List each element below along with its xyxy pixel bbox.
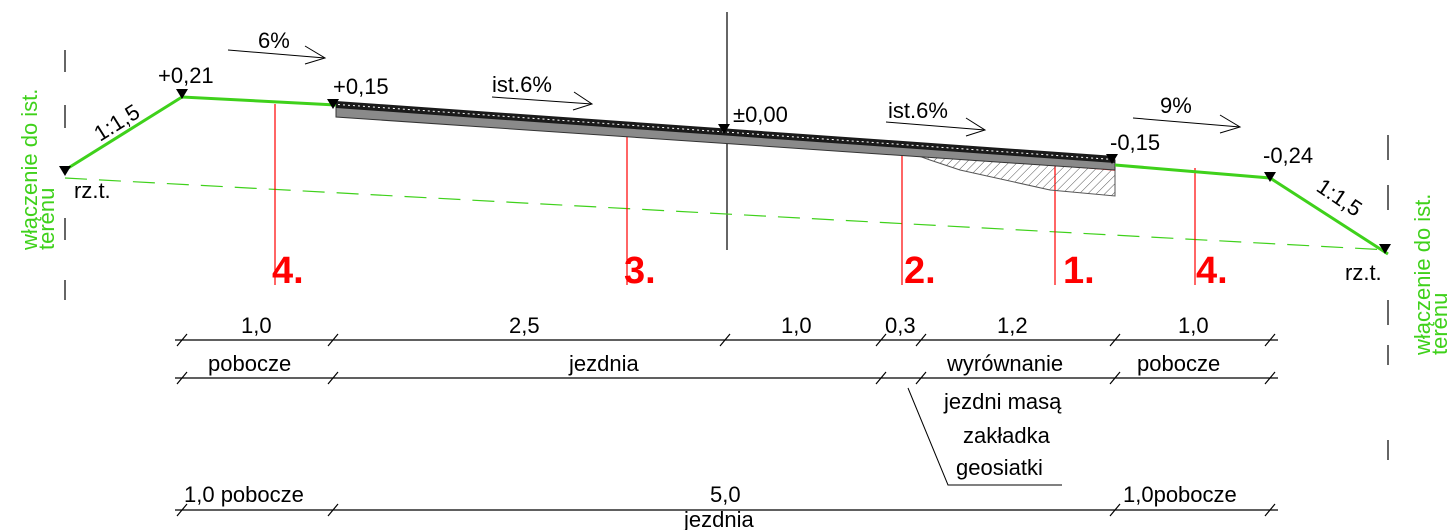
section-lines	[274, 104, 1196, 285]
label-pobocze-left: pobocze	[208, 351, 291, 376]
elevation-markers	[59, 89, 1391, 254]
label-wyrownanie-2: jezdni masą	[943, 389, 1062, 414]
dim-pobocze-left: 1,0	[241, 313, 272, 338]
marker-edge-left	[327, 99, 339, 109]
label-geogrid-2: geosiatki	[956, 455, 1043, 480]
slope-arrow-lane-right	[885, 117, 987, 137]
marker-axis	[718, 124, 730, 134]
svg-text:włączenie do ist.: włączenie do ist.	[1410, 194, 1435, 356]
dimension-row-3	[175, 503, 1278, 517]
dim3-jezdnia-label: jezdnia	[683, 507, 754, 530]
dimension-row-1	[175, 333, 1278, 347]
slope-arrow-left-shoulder	[227, 45, 327, 65]
dimension-row-2	[175, 371, 1278, 385]
svg-text:terenu: terenu	[1427, 293, 1450, 355]
marker-edge-right	[1106, 154, 1118, 164]
slope-lane-left: ist.6%	[492, 72, 552, 97]
section-marker-4-right: 4.	[1196, 250, 1228, 292]
label-jezdnia: jezdnia	[568, 351, 639, 376]
elevation-right-top: -0,24	[1263, 143, 1313, 168]
dim-lane-left: 2,5	[509, 313, 540, 338]
dim-leveling: 1,2	[997, 313, 1028, 338]
elevation-edge-left: +0,15	[333, 74, 389, 99]
slope-shoulder-right: 9%	[1160, 93, 1192, 118]
connection-label-right: włączenie do ist. terenu	[1410, 194, 1450, 356]
label-pobocze-right: pobocze	[1137, 351, 1220, 376]
dim3-pobocze-right: 1,0pobocze	[1123, 482, 1237, 507]
elevation-left-top: +0,21	[158, 63, 214, 88]
section-marker-4-left: 4.	[272, 250, 304, 292]
section-marker-3: 3.	[624, 250, 656, 292]
terrain-label-right: rz.t.	[1345, 260, 1382, 285]
svg-text:włączenie do ist.: włączenie do ist.	[17, 89, 42, 251]
dim3-pobocze-left: 1,0 pobocze	[184, 482, 304, 507]
slope-shoulder-left: 6%	[258, 28, 290, 53]
label-wyrownanie-1: wyrównanie	[946, 351, 1063, 376]
existing-terrain-line	[64, 177, 1389, 251]
marker-left-top	[176, 89, 188, 99]
connection-label-left: włączenie do ist. terenu	[17, 89, 59, 251]
elevation-edge-right: -0,15	[1110, 130, 1160, 155]
slope-lane-right: ist.6%	[888, 98, 948, 123]
dim3-jezdnia-value: 5,0	[710, 482, 741, 507]
marker-right-top	[1264, 172, 1276, 182]
section-marker-2: 2.	[904, 250, 936, 292]
slope-arrow-shoulder-right	[1132, 114, 1242, 134]
label-geogrid-1: zakładka	[963, 423, 1051, 448]
dim-pobocze-right: 1,0	[1178, 313, 1209, 338]
dim-gap: 0,3	[885, 313, 916, 338]
marker-left-terrain	[59, 166, 71, 176]
slope-arrow-lane-left	[491, 91, 594, 111]
elevation-axis: ±0,00	[733, 102, 788, 127]
terrain-label-left: rz.t.	[74, 178, 111, 203]
svg-text:terenu: terenu	[34, 188, 59, 250]
geogrid-leader-line	[907, 387, 1062, 486]
embankment-slope-right: 1:1,5	[1312, 173, 1367, 221]
section-marker-1: 1.	[1063, 250, 1095, 292]
pavement-wearing-course	[336, 101, 1115, 163]
marker-right-terrain	[1379, 244, 1391, 254]
dim-lane-right-part: 1,0	[781, 313, 812, 338]
